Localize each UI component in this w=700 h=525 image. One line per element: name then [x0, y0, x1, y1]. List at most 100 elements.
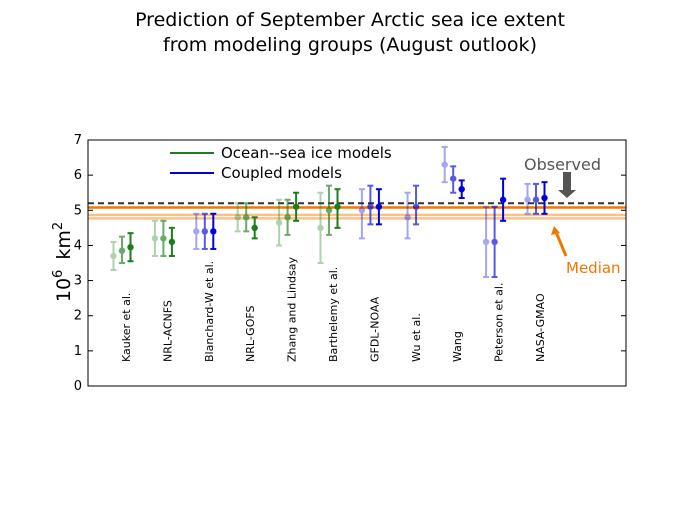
point-marker: [110, 252, 117, 260]
data-point: [491, 205, 498, 279]
point-marker: [151, 235, 159, 242]
category-label: NRL-GOFS: [244, 306, 257, 362]
category-label: Peterson et al.: [493, 283, 506, 362]
data-point: [292, 191, 300, 222]
data-point: [275, 198, 283, 247]
point-marker: [160, 235, 167, 242]
data-point: [412, 184, 420, 226]
category-label: Blanchard-W et al.: [203, 261, 216, 362]
y-tick-label: 1: [74, 344, 82, 359]
point-marker: [450, 175, 457, 182]
category-label: Barthelemy et al.: [327, 267, 340, 362]
y-tick-label: 4: [74, 238, 82, 253]
legend: Ocean--sea ice models Coupled models: [170, 144, 392, 182]
chart-title-line-1: Prediction of September Arctic sea ice e…: [135, 9, 565, 31]
category-label: NRL-ACNFS: [161, 300, 174, 362]
category-label: Zhang and Lindsay: [286, 256, 299, 362]
point-marker: [334, 203, 341, 210]
y-tick-label: 5: [74, 203, 82, 218]
data-point: [234, 202, 241, 233]
y-tick-label: 2: [74, 309, 82, 324]
point-marker: [193, 228, 200, 235]
data-point: [201, 212, 208, 250]
point-marker: [292, 203, 300, 210]
category-label: NASA-GMAO: [534, 293, 547, 362]
y-tick-label: 0: [74, 379, 82, 394]
data-point: [151, 219, 159, 257]
observed-label: Observed: [524, 155, 601, 174]
plot-frame: [87, 139, 627, 387]
category-label: GFDL-NOAA: [368, 296, 381, 362]
data-point: [325, 184, 333, 236]
data-point: [243, 202, 250, 233]
point-marker: [541, 194, 548, 202]
point-marker: [210, 228, 217, 235]
median-arrow-line: [554, 231, 568, 257]
data-point: [118, 235, 126, 264]
data-point: [317, 191, 324, 264]
observed-annotation: Observed: [524, 155, 601, 198]
legend-label-ocean: Ocean--sea ice models: [221, 144, 392, 162]
data-point: [284, 198, 291, 236]
point-marker: [275, 219, 283, 226]
data-point: [404, 191, 411, 240]
point-marker: [234, 214, 241, 221]
point-marker: [375, 203, 383, 210]
data-point: [541, 181, 548, 215]
point-marker: [491, 238, 498, 246]
category-labels: Kauker et al. NRL-ACNFS Blanchard-W et al.…: [120, 256, 547, 362]
y-axis-label: 106 km2: [51, 222, 75, 302]
data-point: [210, 212, 217, 250]
data-point: [532, 182, 540, 215]
y-label-unit: km: [53, 230, 75, 260]
median-arrow-head-icon: [551, 226, 560, 235]
category-label: Wu et al.: [410, 313, 423, 362]
point-marker: [458, 186, 465, 193]
point-marker: [358, 207, 366, 214]
median-band: [88, 213, 626, 220]
data-point: [499, 177, 507, 222]
data-point: [358, 188, 366, 240]
y-tick-label: 6: [74, 168, 82, 183]
point-marker: [532, 196, 540, 203]
point-marker: [201, 228, 208, 235]
point-marker: [325, 207, 333, 214]
data-point: [251, 216, 258, 240]
point-marker: [251, 224, 258, 232]
data-point: [482, 205, 490, 279]
chart-title-line-2: from modeling groups (August outlook): [163, 34, 537, 56]
point-marker: [524, 196, 531, 203]
data-point: [458, 179, 465, 199]
point-marker: [412, 203, 420, 210]
category-label: Kauker et al.: [120, 293, 133, 362]
point-marker: [317, 224, 324, 232]
median-annotation: Median: [551, 226, 621, 277]
point-marker: [367, 203, 374, 210]
y-tick-label: 7: [74, 133, 82, 148]
category-label: Wang: [451, 331, 464, 362]
data-point: [334, 188, 341, 229]
point-marker: [404, 214, 411, 221]
data-point: [450, 165, 457, 194]
y-tick-label: 3: [74, 274, 82, 289]
data-point: [168, 226, 176, 257]
data-point: [441, 146, 448, 184]
observed-arrow-icon: [558, 172, 576, 198]
point-marker: [284, 214, 291, 221]
point-marker: [243, 214, 250, 221]
y-axis-ticks: 0 1 2 3 4 5 6 7: [74, 133, 626, 394]
y-label-base: 10: [53, 278, 75, 302]
point-marker: [168, 238, 176, 246]
data-point: [375, 188, 383, 226]
point-marker: [127, 243, 134, 251]
data-point: [193, 212, 200, 250]
point-marker: [118, 247, 126, 254]
median-label: Median: [566, 259, 621, 277]
data-points: [110, 146, 548, 279]
data-point: [110, 240, 117, 272]
data-point: [127, 232, 134, 263]
data-point: [524, 182, 531, 215]
legend-label-coupled: Coupled models: [221, 164, 342, 182]
point-marker: [482, 238, 490, 246]
